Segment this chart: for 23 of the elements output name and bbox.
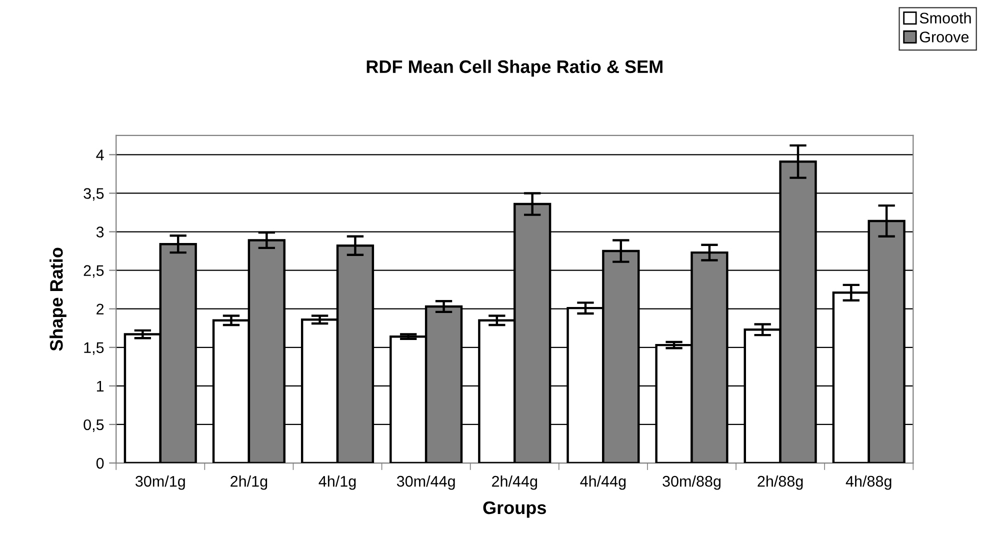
- x-tick-label: 2h/1g: [230, 476, 268, 490]
- y-tick-label: 0: [96, 458, 104, 469]
- y-tick-label: 1,5: [84, 342, 104, 355]
- x-tick-label: 4h/88g: [846, 476, 892, 490]
- y-tick-label: 4: [96, 150, 104, 160]
- legend-label: Groove: [920, 32, 969, 42]
- y-axis-title: Shape Ratio: [50, 248, 66, 351]
- chart-title: RDF Mean Cell Shape Ratio & SEM: [366, 60, 662, 77]
- legend-label: Smooth: [920, 12, 971, 24]
- x-tick-label: 2h/44g: [492, 476, 538, 490]
- x-tick-label: 4h/44g: [580, 476, 626, 490]
- y-tick-label: 3,5: [84, 188, 104, 201]
- y-tick-label: 0,5: [84, 419, 104, 432]
- y-tick-label: 2: [96, 304, 104, 314]
- y-tick-label: 3: [96, 226, 104, 238]
- x-tick-label: 30m/1g: [136, 476, 185, 490]
- x-tick-label: 30m/88g: [662, 476, 720, 490]
- y-tick-label: 1: [96, 380, 104, 392]
- x-tick-label: 4h/1g: [318, 476, 356, 490]
- x-tick-label: 30m/44g: [396, 476, 455, 490]
- x-tick-label: 2h/88g: [758, 476, 803, 490]
- y-tick-label: 2,5: [84, 265, 104, 278]
- x-axis-title: Groups: [483, 501, 546, 518]
